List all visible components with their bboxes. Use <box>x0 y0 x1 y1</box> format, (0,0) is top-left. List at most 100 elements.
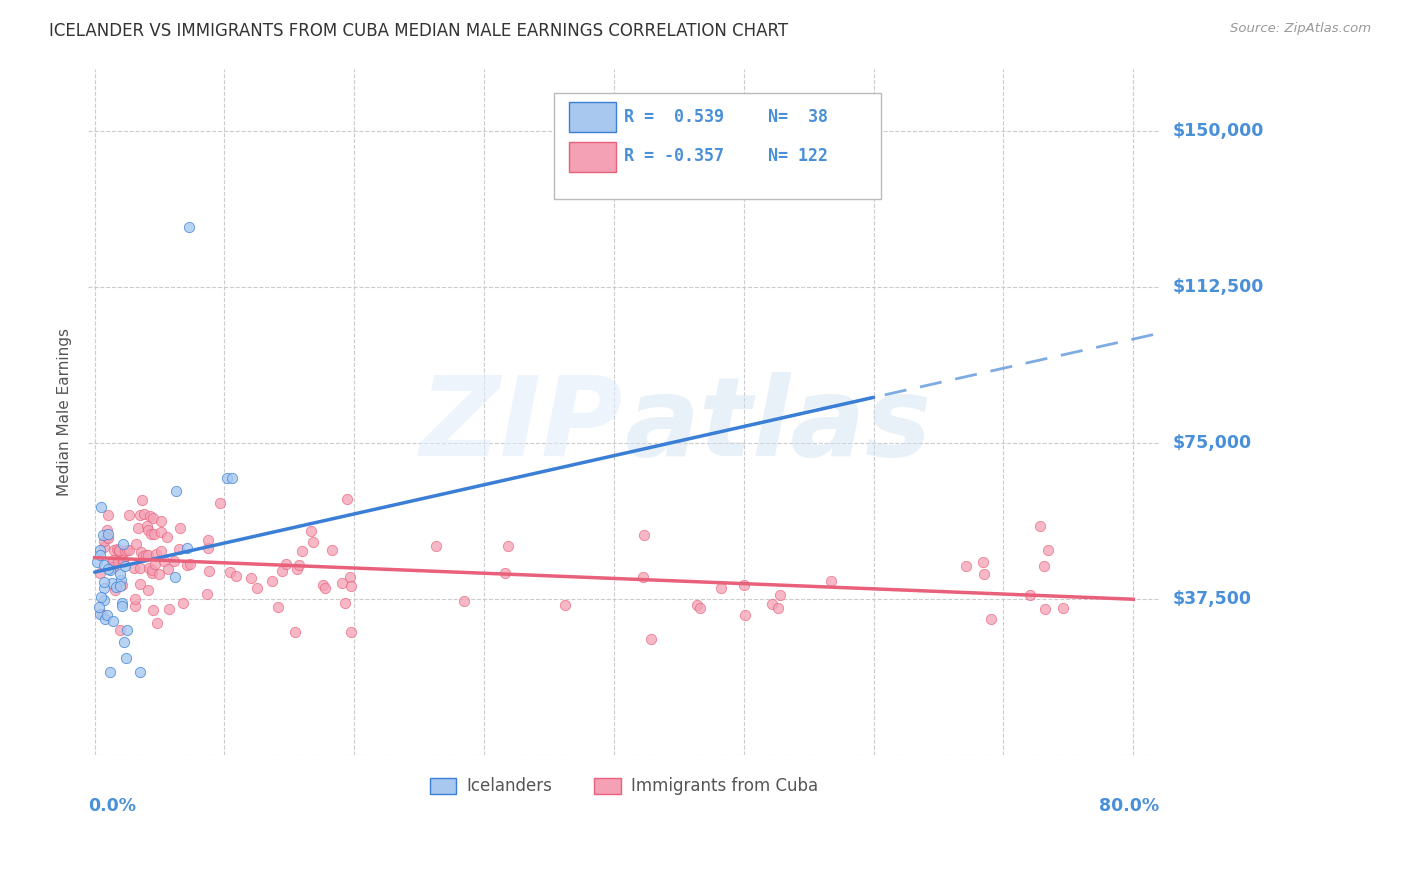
Point <box>93 612 115 626</box>
Point <box>129 576 152 591</box>
Point <box>115 624 138 638</box>
Point <box>494 566 516 581</box>
Point <box>1018 588 1040 602</box>
Point <box>138 582 160 597</box>
Point <box>554 598 576 612</box>
Point <box>980 612 1002 626</box>
Point <box>274 557 297 571</box>
Point <box>1052 600 1074 615</box>
Point <box>111 537 134 551</box>
Point <box>108 623 131 637</box>
Point <box>321 543 343 558</box>
Text: $37,500: $37,500 <box>1173 591 1253 608</box>
Point <box>148 567 170 582</box>
Point <box>152 554 174 568</box>
Point <box>127 521 149 535</box>
Point <box>124 592 146 607</box>
Point <box>98 563 121 577</box>
Point <box>89 566 111 580</box>
Point <box>225 569 247 583</box>
FancyBboxPatch shape <box>569 142 616 172</box>
Point <box>195 587 218 601</box>
Point <box>163 570 186 584</box>
Point <box>132 508 155 522</box>
Point <box>110 599 132 614</box>
Point <box>710 581 733 595</box>
Point <box>97 531 120 545</box>
Point <box>453 594 475 608</box>
Point <box>124 599 146 613</box>
Point <box>221 470 243 484</box>
Point <box>117 508 139 522</box>
Point <box>111 578 134 592</box>
Point <box>270 564 292 578</box>
Text: $150,000: $150,000 <box>1173 122 1264 140</box>
Point <box>219 566 242 580</box>
Point <box>93 593 115 607</box>
Point <box>93 558 115 573</box>
Point <box>103 614 125 628</box>
Point <box>96 523 118 537</box>
Text: $75,000: $75,000 <box>1173 434 1253 452</box>
Point <box>165 483 187 498</box>
Point <box>150 524 173 539</box>
Point <box>131 492 153 507</box>
Point <box>262 574 284 588</box>
Y-axis label: Median Male Earnings: Median Male Earnings <box>58 328 72 496</box>
Point <box>179 557 201 571</box>
Point <box>141 563 163 577</box>
Point <box>314 582 336 596</box>
Point <box>766 600 789 615</box>
Text: Source: ZipAtlas.com: Source: ZipAtlas.com <box>1230 22 1371 36</box>
Point <box>163 554 186 568</box>
Point <box>1033 601 1056 615</box>
Point <box>267 599 290 614</box>
Point <box>129 561 152 575</box>
FancyBboxPatch shape <box>569 103 616 132</box>
Point <box>139 527 162 541</box>
Text: N= 122: N= 122 <box>768 147 828 165</box>
Text: atlas: atlas <box>624 372 931 479</box>
Point <box>425 540 447 554</box>
Point <box>132 549 155 564</box>
Point <box>129 545 152 559</box>
Point <box>197 564 219 578</box>
Point <box>633 528 655 542</box>
Point <box>129 665 152 679</box>
Point <box>285 562 308 576</box>
Point <box>215 471 238 485</box>
Point <box>101 553 124 567</box>
Point <box>90 607 112 621</box>
Point <box>97 526 120 541</box>
Point <box>104 583 127 598</box>
Point <box>769 588 792 602</box>
Point <box>689 601 711 615</box>
Point <box>496 539 519 553</box>
Point <box>340 579 363 593</box>
Point <box>142 511 165 525</box>
Point <box>284 625 307 640</box>
Point <box>103 542 125 557</box>
Point <box>97 508 120 522</box>
Point <box>89 543 111 558</box>
Point <box>114 544 136 558</box>
Text: ICELANDER VS IMMIGRANTS FROM CUBA MEDIAN MALE EARNINGS CORRELATION CHART: ICELANDER VS IMMIGRANTS FROM CUBA MEDIAN… <box>49 22 789 40</box>
Point <box>156 530 179 544</box>
Point <box>96 529 118 543</box>
Point <box>89 549 111 563</box>
Point <box>93 541 115 555</box>
Point <box>124 536 146 550</box>
Point <box>101 555 124 569</box>
Point <box>686 599 709 613</box>
Point <box>143 527 166 541</box>
Point <box>136 548 159 562</box>
Point <box>136 523 159 537</box>
Point <box>761 597 783 611</box>
Point <box>633 570 655 584</box>
Point <box>143 557 166 571</box>
Text: $112,500: $112,500 <box>1173 278 1264 296</box>
Point <box>107 554 129 568</box>
Text: 0.0%: 0.0% <box>89 797 136 814</box>
Point <box>110 573 132 587</box>
Point <box>820 574 842 588</box>
